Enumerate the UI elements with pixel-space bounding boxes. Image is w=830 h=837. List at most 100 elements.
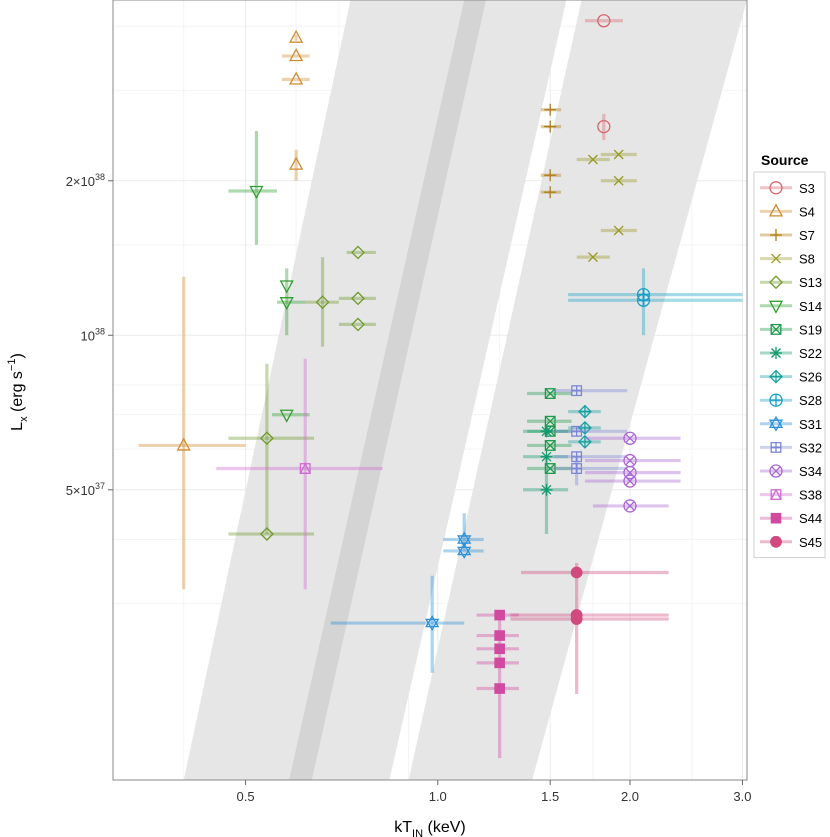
- series-S31: [330, 513, 484, 673]
- data-point: [540, 103, 562, 116]
- y-axis-title-main: L: [9, 422, 26, 431]
- data-point: [476, 643, 519, 655]
- legend-item-S34: S34: [760, 464, 822, 479]
- data-point: [523, 425, 569, 438]
- marker-stroke: [587, 252, 598, 263]
- series-S3: [584, 14, 623, 141]
- band-left-wide: [183, 0, 567, 780]
- y-axis-title-sup: −1: [6, 359, 18, 372]
- data-point: [576, 252, 610, 263]
- marker-square-filled: [494, 630, 505, 641]
- band-left-dark: [289, 0, 486, 780]
- x-axis-title: kTIN (keV): [394, 819, 465, 837]
- marker-diamond: [351, 245, 365, 260]
- series-S4: [138, 29, 310, 590]
- series-S45: [510, 563, 669, 695]
- y-axis-title: Lx (erg s−1): [6, 353, 30, 431]
- marker-circle: [623, 431, 637, 445]
- data-point: [600, 225, 637, 236]
- legend-label: S34: [799, 464, 822, 479]
- marker-circle-filled: [770, 535, 782, 548]
- marker-triangle-down: [249, 185, 264, 199]
- marker-stroke: [544, 440, 556, 451]
- legend-label: S22: [799, 346, 822, 361]
- x-axis-title-rest: (keV): [423, 819, 466, 836]
- data-point: [228, 527, 315, 541]
- legend-item-S14: S14: [760, 299, 822, 314]
- data-point: [279, 268, 294, 336]
- marker-stroke: [625, 476, 635, 486]
- data-point: [597, 113, 611, 141]
- marker-diamond: [315, 295, 330, 310]
- legend-label: S14: [799, 299, 822, 314]
- marker-triangle: [176, 437, 191, 451]
- legend-label: S13: [799, 275, 822, 290]
- marker-triangle-down: [457, 546, 472, 559]
- marker-square-filled: [494, 657, 505, 669]
- legend-item-S38: S38: [760, 488, 822, 503]
- marker-circle: [623, 474, 637, 488]
- legend-item-S8: S8: [760, 252, 815, 267]
- data-point: [338, 317, 376, 332]
- data-point: [138, 276, 246, 590]
- marker-triangle-down: [425, 618, 440, 631]
- x-tick-label: 2.0: [621, 789, 639, 804]
- series-S34: [584, 431, 681, 513]
- data-point: [346, 245, 376, 260]
- marker-stroke: [613, 149, 624, 160]
- series-S13: [228, 245, 376, 541]
- marker-stroke: [625, 433, 635, 443]
- data-point: [338, 291, 376, 306]
- marker-stroke: [625, 455, 635, 466]
- data-point: [476, 630, 519, 641]
- marker-circle-filled: [570, 566, 583, 579]
- plot-frame: [112, 0, 748, 781]
- marker-triangle: [289, 156, 304, 170]
- series-S28: [568, 268, 743, 336]
- marker-circle: [769, 181, 783, 195]
- marker-triangle: [770, 488, 782, 501]
- data-point: [228, 363, 315, 535]
- x-tick-label: 3.0: [733, 789, 751, 804]
- legend-label: S7: [799, 228, 815, 243]
- data-point: [523, 450, 569, 463]
- data-point: [527, 463, 572, 474]
- legend-label: S26: [799, 370, 822, 385]
- data-point: [443, 543, 484, 559]
- series-S44: [476, 609, 519, 759]
- marker-triangle-down: [279, 297, 294, 311]
- legend-item-S22: S22: [760, 346, 822, 361]
- band-right-wide: [408, 0, 747, 780]
- data-point: [281, 71, 310, 85]
- marker-stroke: [541, 451, 552, 462]
- marker-stroke: [771, 466, 781, 476]
- marker-square: [770, 323, 782, 335]
- data-point: [510, 563, 669, 695]
- y-tick-label: 1038: [81, 326, 105, 343]
- data-point: [510, 613, 669, 625]
- marker-square-filled: [494, 683, 505, 694]
- y-axis-title-sub: x: [18, 416, 30, 422]
- data-point: [540, 186, 562, 199]
- data-point: [228, 131, 277, 245]
- marker-stroke: [771, 253, 781, 264]
- data-point: [584, 474, 681, 488]
- marker-stroke: [544, 388, 556, 399]
- legend-item-S13: S13: [760, 275, 822, 290]
- marker-triangle: [768, 415, 784, 429]
- data-point: [568, 434, 601, 449]
- marker-diamond: [259, 431, 274, 446]
- legend-label: S45: [799, 535, 822, 550]
- x-tick-label: 1.0: [429, 789, 447, 804]
- legend-item-S26: S26: [760, 370, 822, 385]
- data-point: [527, 388, 572, 399]
- data-point: [553, 456, 628, 486]
- legend-item-S32: S32: [760, 440, 822, 455]
- data-point: [271, 409, 310, 423]
- marker-diamond: [351, 291, 365, 306]
- legend-item-S45: S45: [760, 535, 822, 550]
- legend: S3 S4 S7 S8 S13 S14 S19 S22 S26 S28 S31 S32 S34 S38 S4…: [753, 171, 826, 559]
- data-point: [540, 120, 562, 133]
- marker-stroke: [613, 175, 624, 186]
